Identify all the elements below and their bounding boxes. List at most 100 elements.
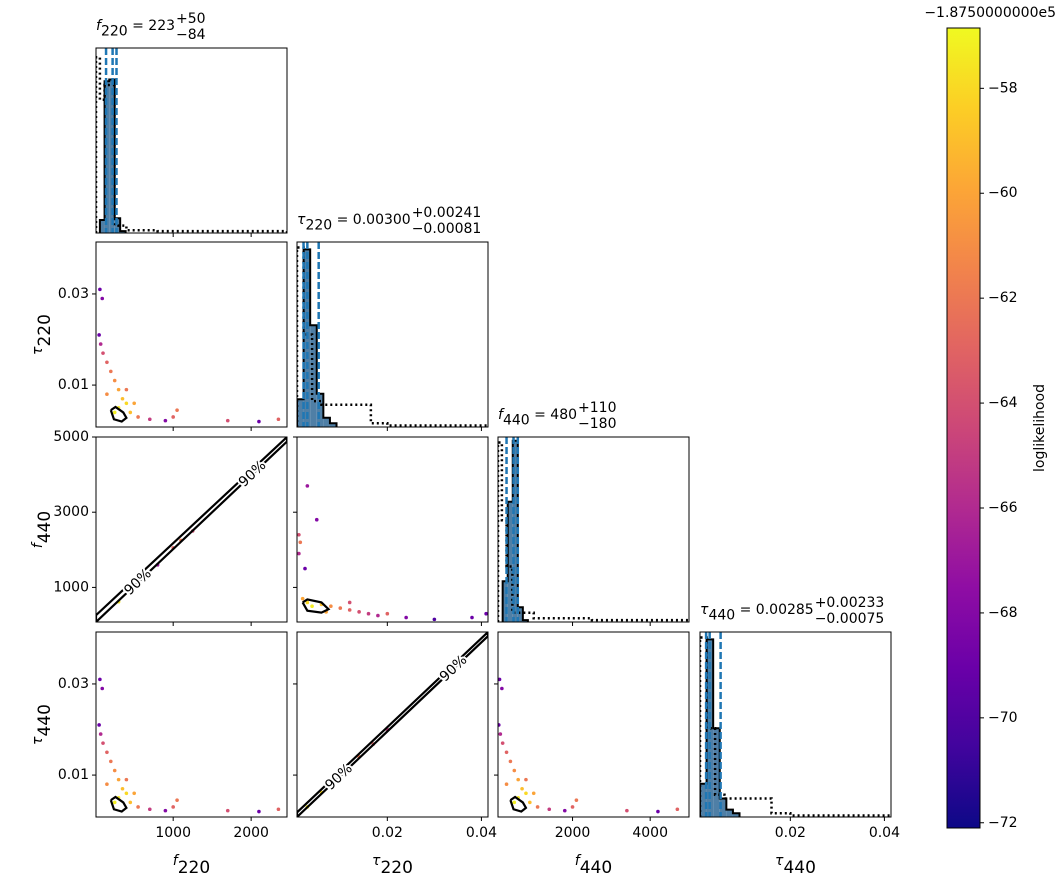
scatter-point [305,484,310,488]
scatter-point [305,600,310,605]
colorbar [946,27,981,829]
hist-bar [512,440,518,622]
symbol: τ [372,853,381,869]
scatter-point [136,415,140,419]
scatter-point [675,807,680,812]
scatter-point [124,777,129,782]
scatter-point [314,517,319,522]
scatter-point [101,741,105,745]
scatter-point [98,732,103,736]
scatter-point [147,807,152,812]
title-lower: −0.00081 [412,221,482,237]
subscript: 220 [380,858,412,878]
hist-bar [323,417,330,427]
subscript: 220 [35,314,55,346]
title-value: = 223 [128,18,175,34]
scatter-point [520,786,524,791]
scatter-panel: 90%90% [96,437,287,622]
scatter-point [116,777,121,782]
prior-outline [96,56,287,233]
scatter-point [112,800,117,805]
subscript: 440 [708,608,735,624]
subscript: 440 [580,858,612,878]
title-upper: +0.00233 [815,595,885,611]
scatter-point [124,791,129,796]
title-lower: −84 [176,27,206,43]
scatter-panel: 90%90% [297,632,488,817]
scatter-point [105,782,109,786]
scatter-point [112,768,117,773]
scatter-point [112,410,117,415]
symbol: τ [700,602,709,618]
scatter-point [404,615,408,620]
scatter-panel [297,484,488,622]
title-value: = 0.00285 [735,602,814,618]
scatter-point [656,809,660,814]
hist-bar [502,581,508,622]
scatter-point [625,808,629,813]
scatter-point [347,600,352,605]
y-tick-label: 1000 [53,579,89,595]
subscript: 220 [305,218,332,234]
scatter-point [163,418,168,423]
scatter-point [432,617,437,622]
x-tick-label: 0.02 [372,825,403,841]
scatter-point [116,387,121,392]
panel-frame [497,436,690,623]
title-upper: +50 [176,11,206,27]
scatter-point [516,777,520,782]
prior-outline [297,246,488,427]
scatter-point [100,296,105,301]
panel-title: τ220 = 0.00300 [297,212,411,234]
colorbar-tick-label: −64 [988,395,1018,411]
panel-frame [296,631,489,818]
scatter-point [163,808,168,813]
histogram [700,632,891,817]
symbol: f [173,853,180,869]
hist-bar [99,220,105,233]
y-tick-label: 0.03 [58,286,89,302]
scatter-point [101,351,105,355]
scatter-point [574,798,579,802]
scatter-point [147,417,152,422]
x-axis-label: τ220 [372,853,413,878]
scatter-point [297,532,301,537]
hist-bar [732,813,740,817]
scatter-point [225,418,230,423]
symbol: f [575,853,582,869]
scatter-point [124,401,129,406]
scatter-point [105,392,109,396]
scatter-point [128,410,133,415]
scatter-point [498,732,503,736]
scatter-point [120,396,125,401]
scatter-point [112,378,117,383]
x-tick-label: 1000 [155,825,191,841]
colorbar-offset: −1.8750000000e5 [924,5,1056,21]
scatter-point [512,800,517,805]
x-tick-label: 0.04 [466,825,497,841]
scatter-point [366,611,371,616]
hist-bar [726,809,733,817]
contour [109,795,128,813]
panel-title: f440 = 480 [498,407,577,429]
scatter-point [524,791,528,796]
x-tick-label: 2000 [233,825,269,841]
scatter-panel [97,287,281,424]
scatter-panel [97,677,281,814]
hist-bar [329,423,337,427]
scatter-point [97,333,101,337]
y-tick-label: 0.01 [58,767,89,783]
subscript: 440 [35,704,55,736]
title-lower: −0.00075 [815,611,885,627]
scatter-point [500,741,505,745]
scatter-point [298,540,303,545]
scatter-point [128,800,133,805]
scatter-point [97,723,101,727]
prior-outline [498,441,689,622]
title-upper: +0.00241 [412,205,482,221]
x-axis-label: f220 [173,853,210,878]
panel-frame [497,631,690,818]
hist-bar [104,81,110,233]
scatter-point [528,800,532,805]
